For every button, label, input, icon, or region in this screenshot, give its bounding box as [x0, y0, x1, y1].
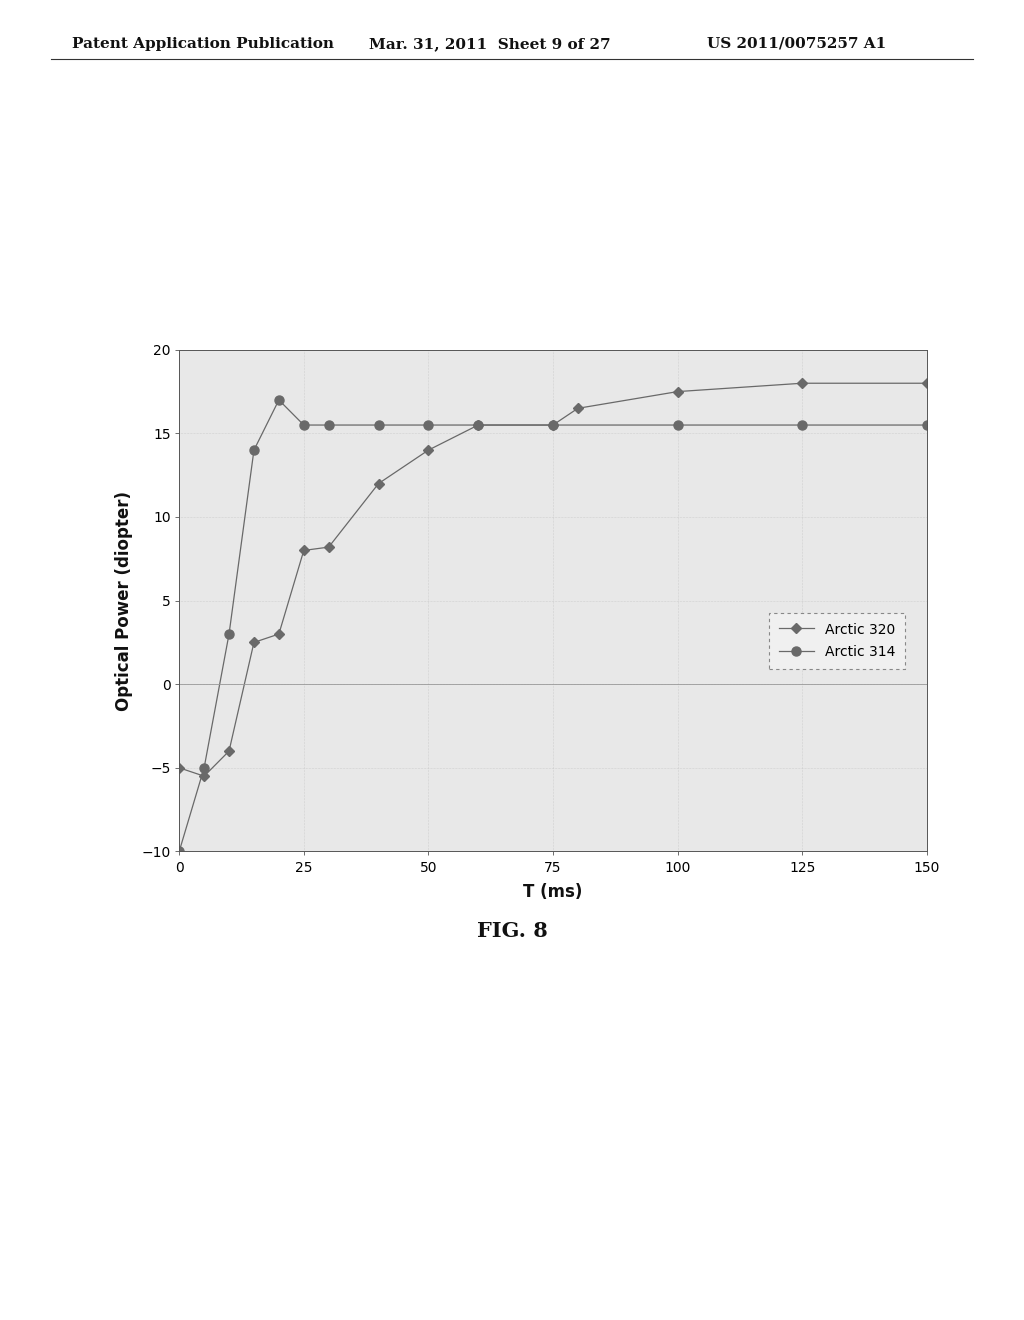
Arctic 314	[921, 417, 933, 433]
Arctic 320	[571, 400, 584, 416]
Arctic 314	[272, 392, 285, 408]
Arctic 320	[323, 539, 335, 554]
Arctic 314	[298, 417, 310, 433]
Arctic 320	[472, 417, 484, 433]
Text: FIG. 8: FIG. 8	[476, 920, 548, 941]
Arctic 314	[248, 442, 260, 458]
Arctic 320	[547, 417, 559, 433]
Arctic 314	[373, 417, 385, 433]
Arctic 320	[921, 375, 933, 391]
Arctic 314	[173, 843, 185, 859]
Arctic 320	[298, 543, 310, 558]
Arctic 314	[796, 417, 808, 433]
Y-axis label: Optical Power (diopter): Optical Power (diopter)	[116, 491, 133, 710]
Arctic 314	[223, 626, 236, 642]
Arctic 314	[323, 417, 335, 433]
Arctic 320	[796, 375, 808, 391]
X-axis label: T (ms): T (ms)	[523, 883, 583, 902]
Text: Patent Application Publication: Patent Application Publication	[72, 37, 334, 51]
Line: Arctic 320: Arctic 320	[175, 379, 931, 780]
Arctic 320	[223, 743, 236, 759]
Text: US 2011/0075257 A1: US 2011/0075257 A1	[707, 37, 886, 51]
Arctic 320	[672, 384, 684, 400]
Arctic 314	[422, 417, 434, 433]
Arctic 314	[547, 417, 559, 433]
Arctic 320	[173, 760, 185, 776]
Legend: Arctic 320, Arctic 314: Arctic 320, Arctic 314	[769, 612, 905, 669]
Arctic 320	[373, 475, 385, 491]
Text: Mar. 31, 2011  Sheet 9 of 27: Mar. 31, 2011 Sheet 9 of 27	[369, 37, 610, 51]
Arctic 320	[248, 635, 260, 651]
Arctic 320	[422, 442, 434, 458]
Arctic 314	[472, 417, 484, 433]
Line: Arctic 314: Arctic 314	[175, 396, 931, 855]
Arctic 320	[272, 626, 285, 642]
Arctic 314	[198, 760, 210, 776]
Arctic 314	[672, 417, 684, 433]
Arctic 320	[198, 768, 210, 784]
